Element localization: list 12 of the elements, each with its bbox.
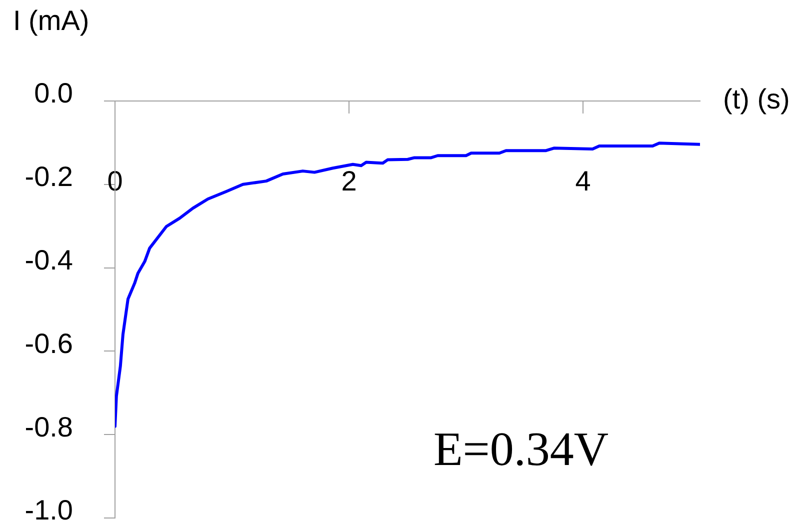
y-tick-label: -0.2 — [24, 161, 73, 192]
y-axis-title: I (mA) — [13, 5, 90, 36]
y-tick-label: 0.0 — [34, 78, 73, 109]
y-tick-label: -1.0 — [24, 494, 73, 526]
annotation: E=0.34V — [433, 423, 609, 476]
y-tick-label: -0.4 — [24, 244, 73, 276]
x-tick-label: 4 — [575, 166, 591, 197]
x-tick-label: 2 — [341, 166, 357, 197]
y-tick-label: -0.8 — [24, 411, 73, 442]
x-tick-label: 0 — [107, 166, 123, 197]
x-axis-title: (t) (s) — [723, 84, 790, 115]
y-tick-label: -0.6 — [24, 328, 73, 359]
